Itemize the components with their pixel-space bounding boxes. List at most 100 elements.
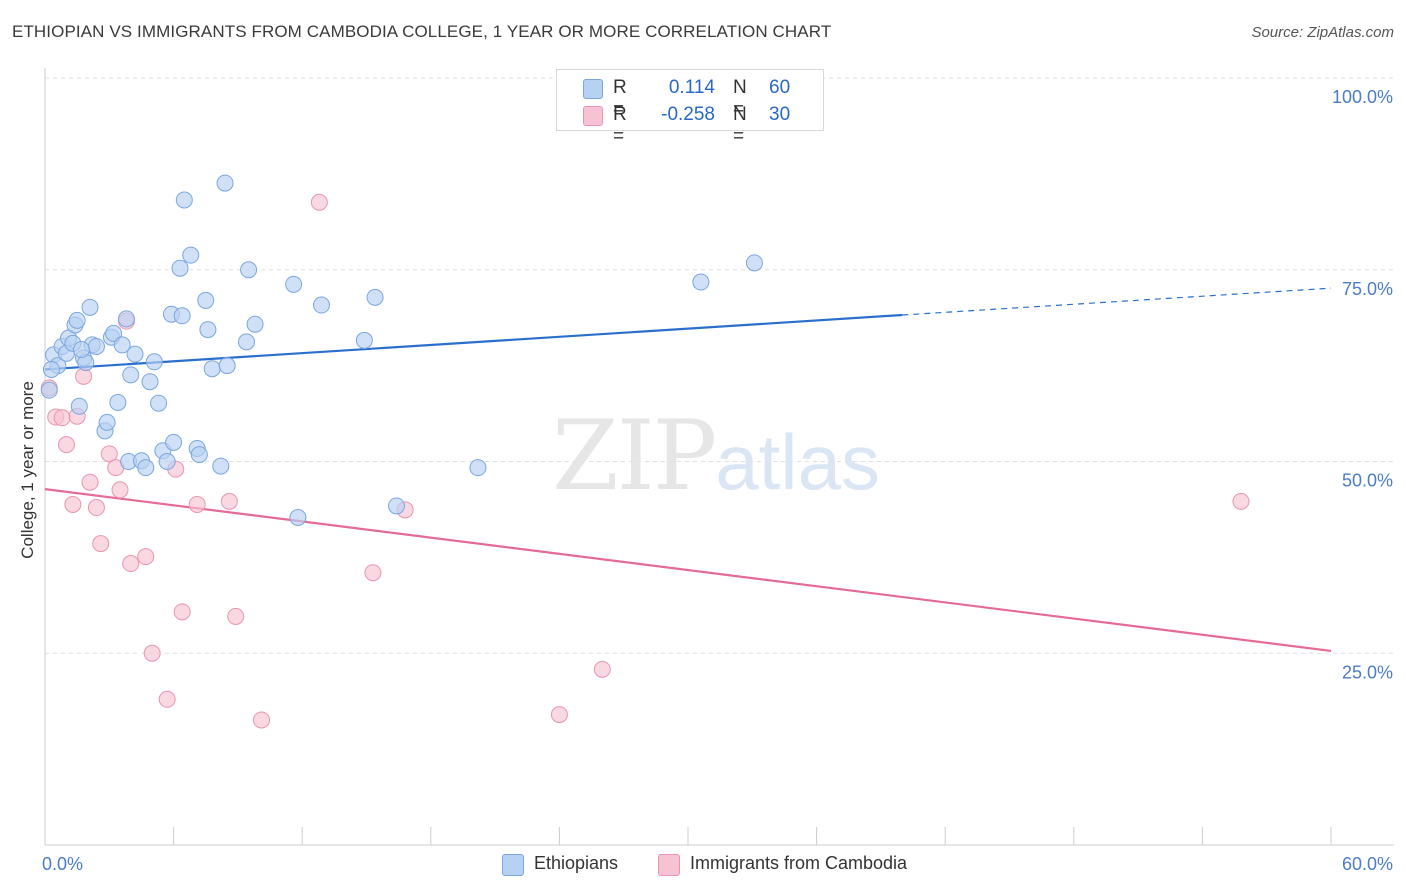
cambodia-point [81,473,99,491]
cambodia-point [1232,492,1250,510]
ethiopians-point [68,311,86,329]
ethiopians-point [145,353,163,371]
cambodia-point [310,193,328,211]
ethiopians-trend-line [44,313,903,371]
watermark: ZIPatlas [552,400,880,512]
data-points [40,174,1250,729]
ethiopians-point [240,261,258,279]
n-value: 30 [769,104,791,125]
ethiopians-point [692,273,710,291]
cambodia-point [550,706,568,724]
y-tick-label: 50.0% [1342,471,1393,491]
axes [44,68,1394,846]
ethiopians-point [165,433,183,451]
ethiopians-point [355,331,373,349]
ethiopians-point [246,315,264,333]
cambodia-point [143,644,161,662]
ethiopians-point [117,310,135,328]
ethiopians-point [199,321,217,339]
legend-label: Immigrants from Cambodia [690,853,908,873]
series-legend: Ethiopians Immigrants from Cambodia [0,852,1406,878]
legend-label: Ethiopians [534,853,619,873]
cambodia-trend-line [44,488,1332,653]
ethiopians-point [98,413,116,431]
r-label: R = [613,104,627,147]
cambodia-point [173,603,191,621]
ethiopians-point [105,324,123,342]
cambodia-point [122,555,140,573]
x-tick-label: 60.0% [1342,854,1393,874]
cambodia-point [227,607,245,625]
cambodia-point [364,564,382,582]
ethiopians-point [126,345,144,363]
cambodia-point [100,445,118,463]
ethiopians-point [190,446,208,464]
cambodia-point [111,481,129,499]
ethiopians-point [171,259,189,277]
ethiopians-point [40,381,58,399]
ethiopians-point [141,373,159,391]
ethiopians-trend-extension [902,287,1332,316]
ethiopians-point [113,336,131,354]
x-tick-label: 0.0% [42,854,83,874]
r-value: -0.258 [661,104,715,125]
ethiopians-point [72,341,90,359]
cambodia-swatch [583,106,603,126]
y-tick-label: 100.0% [1332,87,1393,107]
ethiopians-point [197,291,215,309]
ethiopians-point [70,397,88,415]
ethiopians-point [182,246,200,264]
ethiopians-point [137,459,155,477]
ethiopians-point [173,307,191,325]
ethiopians-point [218,357,236,375]
cambodia-point [87,499,105,517]
ethiopians-swatch [502,854,524,876]
stats-legend: R = 0.114 N = 60 R = -0.258 N = 30 [556,69,824,147]
cambodia-point [57,436,75,454]
ethiopians-point [237,333,255,351]
r-value: 0.114 [668,77,715,98]
gridlines [45,77,1394,654]
ethiopians-point [312,296,330,314]
tick-labels: 100.0% 75.0% 50.0% 25.0% 0.0% 60.0% [42,87,1393,874]
ethiopians-point [212,457,230,475]
source-label: Source: ZipAtlas.com [1251,24,1394,41]
ethiopians-point [366,288,384,306]
cambodia-point [220,492,238,510]
cambodia-point [593,660,611,678]
cambodia-point [158,690,176,708]
watermark-zip: ZIP [552,400,717,512]
ethiopians-point [109,393,127,411]
ethiopians-point [388,497,406,515]
cambodia-point [64,495,82,513]
chart-title: ETHIOPIAN VS IMMIGRANTS FROM CAMBODIA CO… [12,22,832,41]
cambodia-point [137,548,155,566]
cambodia-point [188,495,206,513]
ethiopians-point [289,508,307,526]
ethiopians-point [469,459,487,477]
ethiopians-point [150,394,168,412]
ethiopians-point [81,298,99,316]
y-tick-label: 25.0% [1342,662,1393,682]
y-tick-label: 75.0% [1342,279,1393,299]
cambodia-point [92,535,110,553]
ethiopians-point [122,366,140,384]
trend-lines [44,287,1332,653]
n-value: 60 [769,77,791,98]
ethiopians-point [203,360,221,378]
ethiopians-point [42,360,60,378]
ethiopians-point [175,191,193,209]
r-label: R = [613,77,627,120]
n-label: N = [733,77,747,120]
ethiopians-point [745,254,763,272]
ethiopians-point [285,275,303,293]
ethiopians-point [158,453,176,470]
ethiopians-point [216,174,234,192]
cambodia-point [252,711,270,729]
n-label: N = [733,104,747,147]
ethiopians-swatch [583,79,603,99]
cambodia-swatch [658,854,680,876]
ethiopians-point [87,337,105,355]
cambodia-point [53,409,71,427]
